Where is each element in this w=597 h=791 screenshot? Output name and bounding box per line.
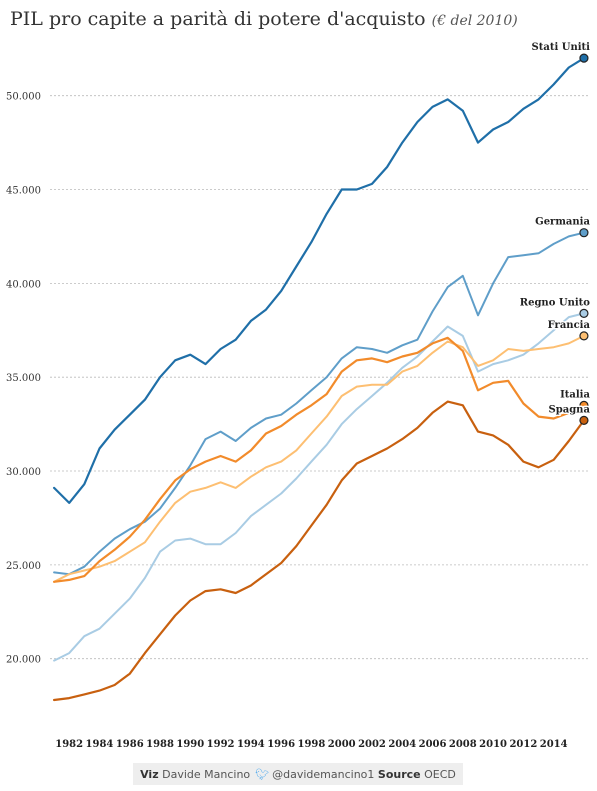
end-marker-italia bbox=[579, 400, 589, 410]
series-label-stati-uniti: Stati Uniti bbox=[532, 42, 591, 53]
x-tick-label: 1988 bbox=[146, 739, 174, 750]
x-tick-label: 1982 bbox=[55, 739, 83, 750]
end-marker-spagna bbox=[579, 415, 589, 425]
end-marker-regno-unito bbox=[579, 308, 589, 318]
end-marker-stati-uniti bbox=[579, 53, 589, 63]
y-tick-label: 50.000 bbox=[6, 92, 41, 103]
x-tick-label: 1992 bbox=[207, 739, 235, 750]
chart-title-main: PIL pro capite a parità di potere d'acqu… bbox=[10, 8, 426, 30]
series-line-francia bbox=[53, 334, 585, 583]
twitter-bird-icon: 🐦︎ bbox=[255, 767, 270, 781]
x-axis: 1982 1984 1986 1988 1990 1992 1994 1996 1998 2000… bbox=[55, 739, 567, 750]
series-label-italia: Italia bbox=[560, 389, 590, 400]
x-tick-label: 2012 bbox=[509, 739, 537, 750]
chart-title: PIL pro capite a parità di potere d'acqu… bbox=[10, 8, 518, 30]
series-lines bbox=[52, 53, 589, 702]
x-tick-label: 1986 bbox=[116, 739, 144, 750]
x-tick-label: 1996 bbox=[267, 739, 295, 750]
x-tick-label: 2006 bbox=[419, 739, 447, 750]
y-tick-label: 40.000 bbox=[6, 279, 41, 290]
x-tick-label: 2010 bbox=[479, 739, 507, 750]
x-tick-label: 2004 bbox=[388, 739, 416, 750]
source-label: Source bbox=[377, 767, 421, 781]
series-label-regno-unito: Regno Unito bbox=[520, 297, 590, 308]
y-axis: 20.000 25.000 30.000 35.000 40.000 45.000 50.0… bbox=[6, 92, 41, 666]
x-tick-label: 1984 bbox=[86, 739, 114, 750]
x-tick-label: 1998 bbox=[298, 739, 326, 750]
end-marker-germania bbox=[579, 228, 589, 238]
series-line-stati-uniti bbox=[52, 57, 586, 504]
series-line-italia bbox=[52, 336, 586, 583]
chart-subtitle: (€ del 2010) bbox=[431, 13, 518, 29]
y-tick-label: 35.000 bbox=[6, 373, 41, 384]
series-labels: Stati Uniti Germania Regno Unito Francia Ita… bbox=[518, 41, 592, 417]
x-tick-label: 2014 bbox=[540, 739, 568, 750]
source-name: OECD bbox=[424, 767, 456, 781]
y-tick-label: 45.000 bbox=[6, 186, 41, 197]
x-tick-label: 1994 bbox=[237, 739, 265, 750]
grid-lines bbox=[50, 95, 590, 660]
series-line-spagna bbox=[52, 400, 586, 702]
viz-name: Davide Mancino bbox=[162, 767, 251, 781]
x-tick-label: 2008 bbox=[449, 739, 477, 750]
series-label-spagna: Spagna bbox=[549, 404, 591, 415]
series-label-francia: Francia bbox=[548, 320, 591, 331]
y-tick-label: 30.000 bbox=[6, 467, 41, 478]
credits-bar: Viz Davide Mancino 🐦︎ @davidemancino1 So… bbox=[133, 763, 463, 785]
x-tick-label: 1990 bbox=[176, 739, 204, 750]
series-line-germania bbox=[53, 231, 585, 576]
viz-label: Viz bbox=[140, 767, 159, 781]
y-tick-label: 25.000 bbox=[6, 561, 41, 572]
series-line-regno-unito bbox=[53, 312, 585, 662]
y-tick-label: 20.000 bbox=[6, 655, 41, 666]
x-tick-label: 2000 bbox=[328, 739, 356, 750]
series-label-germania: Germania bbox=[535, 217, 590, 228]
x-tick-label: 2002 bbox=[358, 739, 386, 750]
twitter-handle[interactable]: @davidemancino1 bbox=[272, 767, 375, 781]
end-marker-francia bbox=[579, 331, 589, 341]
